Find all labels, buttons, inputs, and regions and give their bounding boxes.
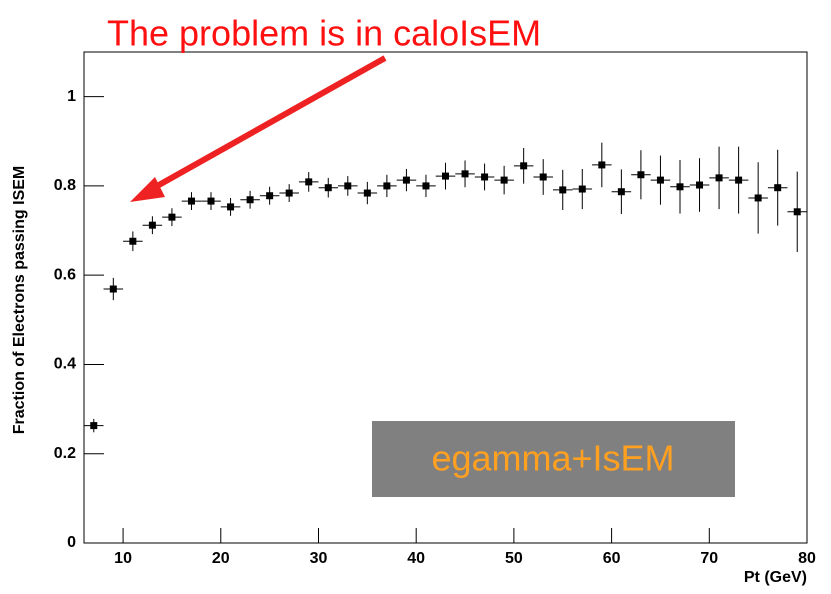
marker [363, 189, 371, 197]
annotation-text: egamma+IsEM [431, 438, 674, 479]
marker [246, 196, 254, 204]
y-tick-label: 0.4 [54, 356, 76, 373]
marker [656, 176, 664, 184]
marker [617, 188, 625, 196]
arrow-head [130, 177, 165, 202]
y-tick-label: 0.6 [54, 266, 76, 283]
marker [715, 174, 723, 182]
x-tick-label: 40 [407, 550, 425, 567]
marker [774, 184, 782, 192]
marker [227, 203, 235, 211]
marker [383, 182, 391, 190]
y-axis-label: Fraction of Electrons passing ISEM [11, 166, 28, 435]
marker [129, 237, 137, 245]
marker [168, 213, 176, 221]
marker [539, 173, 547, 181]
x-tick-label: 50 [505, 550, 523, 567]
marker [520, 162, 528, 170]
chart-title: The problem is in caloIsEM [107, 13, 541, 54]
marker [500, 176, 508, 184]
x-tick-label: 80 [798, 550, 816, 567]
x-tick-label: 70 [700, 550, 718, 567]
x-tick-label: 10 [114, 550, 132, 567]
marker [676, 183, 684, 191]
marker [187, 197, 195, 205]
marker [461, 170, 469, 178]
arrow-shaft [148, 55, 387, 193]
x-tick-label: 30 [310, 550, 328, 567]
marker [442, 172, 449, 180]
marker [305, 178, 313, 186]
marker [285, 189, 293, 197]
marker [402, 176, 410, 184]
marker [148, 221, 156, 229]
marker [578, 185, 586, 193]
marker [207, 197, 215, 205]
marker [90, 422, 98, 430]
marker [559, 186, 567, 194]
annotation-box [372, 421, 735, 497]
y-tick-label: 0.8 [54, 177, 76, 194]
marker [344, 182, 352, 190]
marker [109, 285, 117, 293]
marker [696, 181, 704, 189]
marker [422, 182, 430, 190]
marker [266, 192, 274, 200]
x-axis-label: Pt (GeV) [744, 569, 807, 586]
marker [481, 173, 489, 181]
marker [754, 194, 762, 202]
y-tick-label: 0 [67, 534, 76, 551]
plot-frame [83, 51, 808, 544]
marker [598, 161, 606, 169]
marker [324, 184, 332, 192]
marker [793, 208, 801, 216]
x-tick-label: 20 [212, 550, 230, 567]
x-tick-label: 60 [603, 550, 621, 567]
y-tick-label: 0.2 [54, 445, 76, 462]
marker [735, 176, 743, 184]
y-tick-label: 1 [67, 88, 76, 105]
marker [637, 171, 645, 179]
